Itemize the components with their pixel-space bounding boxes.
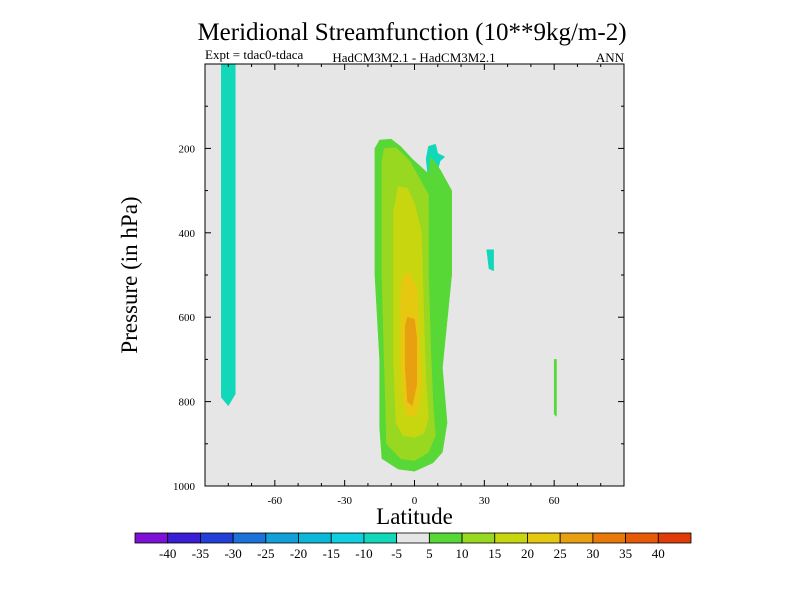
colorbar-box bbox=[265, 532, 299, 544]
colorbar-box bbox=[461, 532, 496, 544]
colorbar-label: 30 bbox=[586, 546, 599, 561]
contour-region-negative-patch-mid bbox=[486, 249, 494, 272]
y-tick-label: 800 bbox=[179, 397, 196, 409]
y-tick-label: 200 bbox=[179, 143, 196, 155]
contour-region-positive-5-ne bbox=[553, 359, 557, 417]
colorbar-box bbox=[298, 532, 332, 544]
colorbar-box bbox=[330, 532, 365, 544]
colorbar-label: -15 bbox=[323, 546, 340, 561]
colorbar-box bbox=[527, 532, 561, 544]
colorbar-label: 40 bbox=[652, 546, 665, 561]
x-tick-label: -60 bbox=[267, 495, 282, 507]
y-tick-label: 600 bbox=[179, 312, 196, 324]
colorbar-label: -10 bbox=[355, 546, 372, 561]
contour-region-positive-25 bbox=[404, 316, 418, 407]
colorbar-box bbox=[134, 532, 169, 544]
colorbar-label: -35 bbox=[192, 546, 209, 561]
colorbar-box bbox=[200, 532, 234, 544]
x-tick-label: 60 bbox=[549, 495, 561, 507]
colorbar-box bbox=[428, 532, 463, 544]
colorbar-box bbox=[559, 532, 594, 544]
x-tick-label: 30 bbox=[479, 495, 491, 507]
colorbar-label: 15 bbox=[488, 546, 501, 561]
y-tick-label: 1000 bbox=[173, 481, 196, 493]
colorbar-label: -25 bbox=[257, 546, 274, 561]
colorbar-box bbox=[232, 532, 267, 544]
chart-title: Meridional Streamfunction (10**9kg/m-2) bbox=[197, 19, 626, 46]
model-comparison-label: HadCM3M2.1 - HadCM3M2.1 bbox=[332, 50, 495, 65]
contour-region-negative-band-south bbox=[221, 63, 236, 407]
colorbar-box bbox=[592, 532, 626, 544]
x-tick-label: 0 bbox=[412, 495, 418, 507]
colorbar-box bbox=[625, 532, 659, 544]
colorbar-box bbox=[657, 532, 692, 544]
colorbar-box bbox=[494, 532, 528, 544]
colorbar-label: 35 bbox=[619, 546, 632, 561]
colorbar-label: -30 bbox=[224, 546, 241, 561]
season-label: ANN bbox=[596, 50, 625, 65]
y-tick-label: 400 bbox=[179, 228, 196, 240]
colorbar-label: -40 bbox=[159, 546, 176, 561]
colorbar-box bbox=[396, 532, 430, 544]
colorbar-label: -20 bbox=[290, 546, 307, 561]
y-axis-label: Pressure (in hPa) bbox=[117, 196, 142, 353]
colorbar-label: 5 bbox=[426, 546, 433, 561]
colorbar-label: 20 bbox=[521, 546, 534, 561]
colorbar-label: 25 bbox=[554, 546, 567, 561]
colorbar-box bbox=[363, 532, 398, 544]
colorbar-label: -5 bbox=[391, 546, 402, 561]
colorbar-label: 10 bbox=[456, 546, 469, 561]
experiment-label: Expt = tdac0-tdaca bbox=[205, 47, 304, 62]
colorbar-box bbox=[167, 532, 201, 544]
x-axis-label: Latitude bbox=[376, 504, 453, 529]
x-tick-label: -30 bbox=[337, 495, 352, 507]
